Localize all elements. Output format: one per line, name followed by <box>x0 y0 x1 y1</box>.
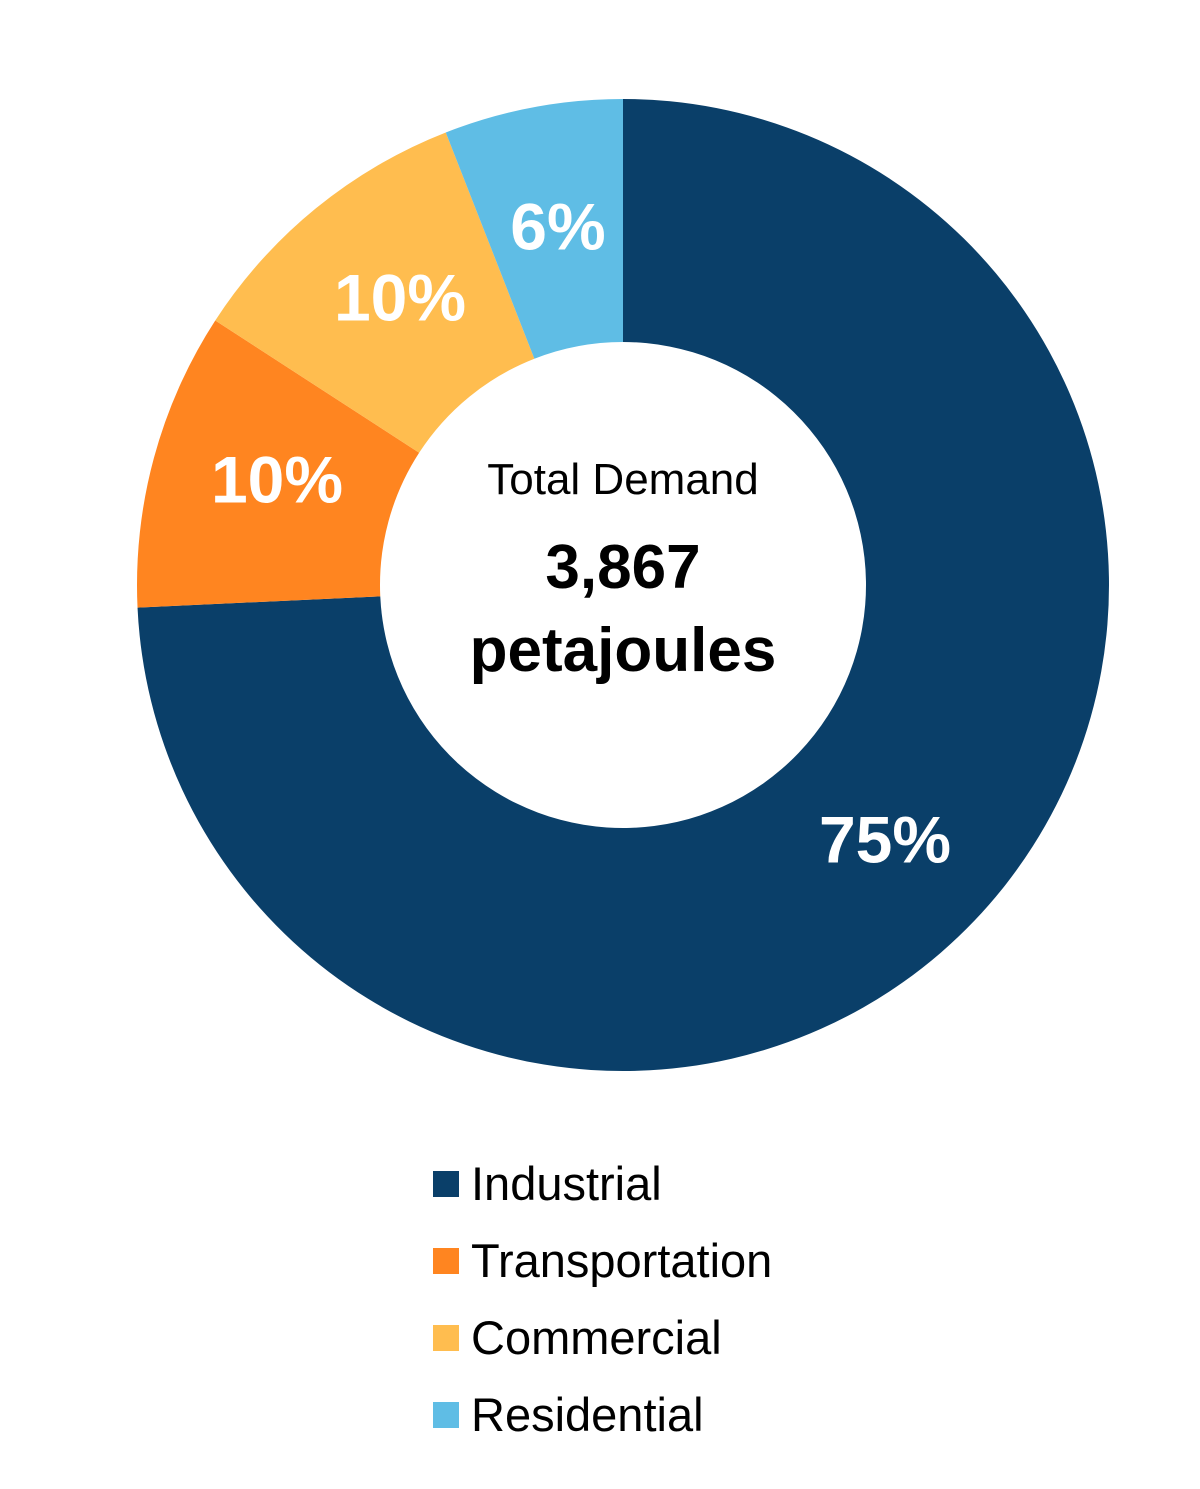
legend-swatch <box>433 1247 459 1274</box>
donut-chart: 75% 10% 10% 6% <box>137 99 1110 1071</box>
legend-label: Transportation <box>471 1234 773 1287</box>
legend-swatch <box>433 1324 459 1351</box>
legend-item-residential[interactable]: Residential <box>433 1376 772 1453</box>
slice-label-residential: 6% <box>510 189 605 263</box>
legend-label: Commercial <box>471 1311 722 1364</box>
legend-label: Industrial <box>471 1157 662 1210</box>
legend-swatch <box>433 1170 459 1197</box>
center-unit: petajoules <box>469 616 777 685</box>
slice-label-industrial: 75% <box>819 802 951 876</box>
slice-commercial[interactable] <box>215 132 535 453</box>
slice-industrial[interactable] <box>137 99 1110 1071</box>
center-value: 3,867 <box>545 533 701 602</box>
legend-item-transportation[interactable]: Transportation <box>433 1222 772 1299</box>
slice-label-transportation: 10% <box>211 442 343 516</box>
slice-transportation[interactable] <box>137 320 420 608</box>
legend: Industrial Transportation Commercial Res… <box>433 1145 772 1453</box>
slice-residential[interactable] <box>445 99 623 359</box>
legend-label: Residential <box>471 1388 704 1441</box>
legend-swatch <box>433 1401 459 1428</box>
legend-item-industrial[interactable]: Industrial <box>433 1145 772 1222</box>
slice-label-commercial: 10% <box>334 260 466 334</box>
legend-item-commercial[interactable]: Commercial <box>433 1299 772 1376</box>
center-label: Total Demand <box>487 455 759 504</box>
